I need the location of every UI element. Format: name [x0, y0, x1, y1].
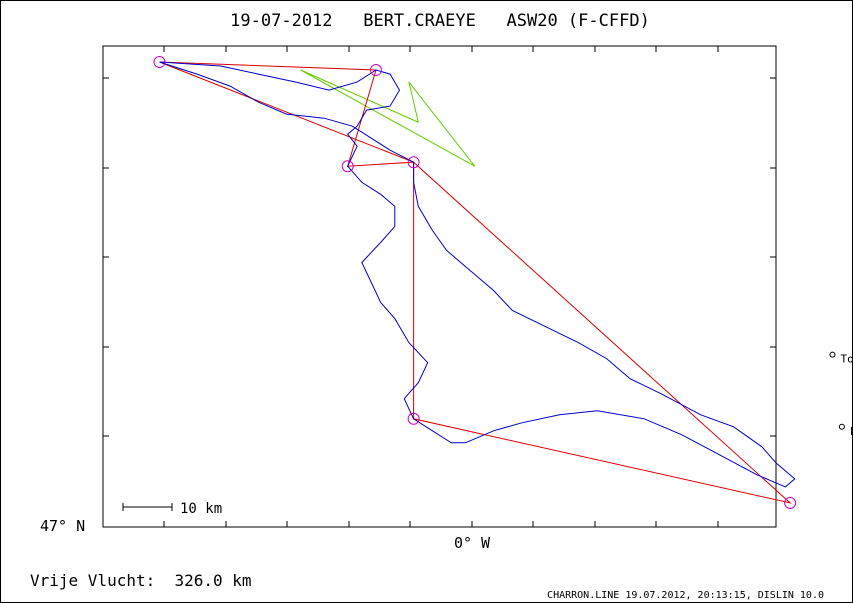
place-label-1: Le Louroux — [850, 425, 853, 438]
turnpoint-layer — [153, 56, 797, 509]
y-axis-label: 47° N — [40, 517, 85, 535]
turnpoint-marker-3 — [407, 156, 420, 169]
scale-bar: 10 km — [122, 501, 222, 517]
footer-credit: CHARRON.LINE 19.07.2012, 20:13:15, DISLI… — [547, 590, 824, 601]
turnpoint-marker-0 — [153, 56, 166, 69]
scale-bar-label: 10 km — [180, 501, 222, 517]
chart-title: 19-07-2012 BERT.CRAEYE ASW20 (F-CFFD) — [230, 11, 650, 31]
place-marker-1 — [838, 423, 845, 430]
place-label-0: Tours — [840, 353, 853, 366]
turnpoint-marker-2 — [341, 160, 354, 173]
turnpoint-marker-4 — [407, 412, 420, 425]
place-marker-0 — [829, 351, 836, 358]
turnpoint-marker-1 — [369, 64, 382, 77]
turnpoint-marker-5 — [784, 496, 797, 509]
axis-ticks — [103, 46, 776, 527]
flight-track-layer — [159, 61, 796, 488]
plot-area-border — [102, 45, 777, 528]
track-line — [159, 61, 796, 488]
alt-route-line — [300, 69, 476, 167]
place-layer: Tours Le Louroux — [829, 351, 853, 438]
task-route-layer — [159, 61, 792, 504]
x-axis-label: 0° W — [454, 534, 491, 552]
distance-summary: Vrije Vlucht: 326.0 km — [30, 571, 252, 590]
alternate-route-layer — [300, 69, 476, 167]
task-line — [159, 61, 792, 504]
